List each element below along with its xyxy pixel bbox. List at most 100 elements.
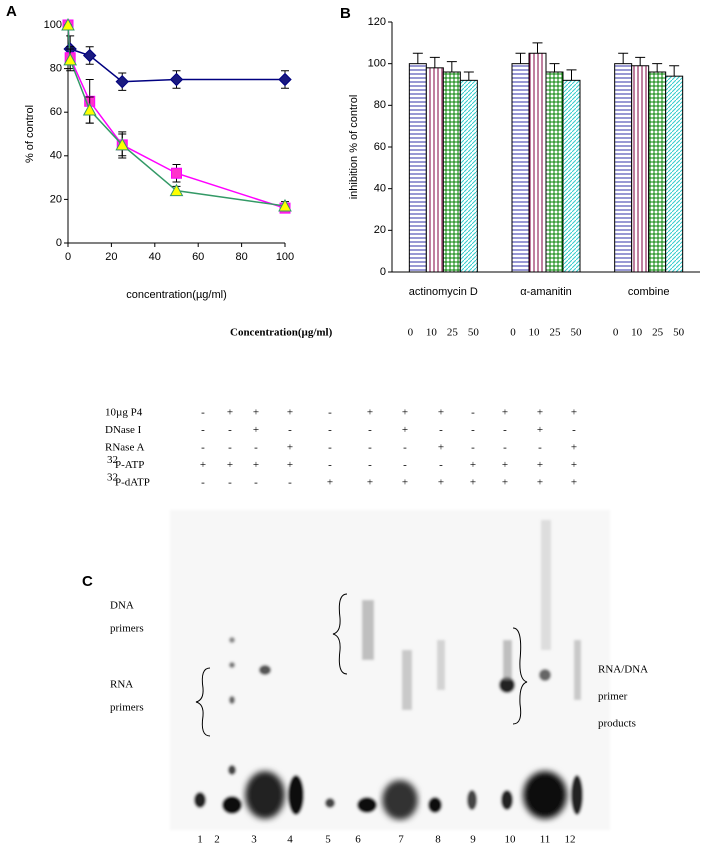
legend-entry: 50 (673, 327, 685, 339)
band (467, 790, 477, 810)
condition: + (327, 477, 333, 489)
condition: + (502, 477, 508, 489)
error-bar (549, 63, 560, 72)
marker (169, 183, 184, 197)
condition: - (471, 424, 475, 436)
brace (332, 593, 348, 675)
condition: + (287, 459, 293, 471)
condition: - (538, 442, 542, 454)
band (259, 665, 271, 675)
marker (278, 72, 292, 87)
band (288, 775, 304, 815)
isotope: 32 (107, 472, 118, 484)
x-axis-label: concentration(µg/ml) (126, 289, 227, 301)
condition: - (288, 477, 292, 489)
lane-number: 12 (565, 834, 576, 846)
bar (665, 75, 684, 273)
bar (648, 71, 667, 273)
condition: + (367, 477, 373, 489)
legend-entry: 10 (631, 327, 643, 339)
condition: - (403, 459, 407, 471)
condition: + (287, 442, 293, 454)
row-label: P-ATP (115, 459, 144, 471)
lane-number: 1 (197, 834, 203, 846)
condition: + (253, 407, 259, 419)
lane-number: 6 (355, 834, 361, 846)
bar (562, 79, 581, 273)
condition: - (572, 424, 576, 436)
brace (512, 627, 528, 725)
y-tick-label: 80 (50, 63, 62, 75)
band (245, 771, 285, 819)
marker (82, 102, 97, 116)
y-tick-label: 80 (374, 99, 386, 111)
condition: + (571, 407, 577, 419)
condition: - (288, 424, 292, 436)
error-bar (463, 71, 474, 81)
condition: + (253, 459, 259, 471)
row-label: RNase A (105, 442, 144, 454)
condition: - (328, 424, 332, 436)
condition: - (201, 424, 205, 436)
y-tick-label: 120 (368, 16, 386, 28)
condition: - (503, 424, 507, 436)
condition: + (537, 407, 543, 419)
band (501, 790, 513, 810)
condition: + (571, 477, 577, 489)
condition: - (439, 424, 443, 436)
lane-number: 2 (214, 834, 220, 846)
x-tick-label: α-amanitin (520, 286, 572, 298)
condition: + (537, 424, 543, 436)
row-label: DNase I (105, 424, 142, 436)
legend-entry: 25 (550, 327, 562, 339)
condition: + (438, 407, 444, 419)
panel-label: A (6, 3, 17, 20)
band (382, 780, 418, 820)
condition: - (228, 424, 232, 436)
bar (631, 65, 650, 273)
band (499, 677, 515, 693)
band (539, 669, 551, 681)
x-tick-label: combine (628, 286, 670, 298)
bar (425, 67, 444, 273)
condition: - (254, 477, 258, 489)
condition: - (228, 477, 232, 489)
lane-number: 7 (398, 834, 404, 846)
marker (171, 167, 182, 179)
lane-number: 11 (540, 834, 551, 846)
legend-entry: 0 (613, 327, 619, 339)
row-label: P-dATP (115, 477, 150, 489)
error-bar (618, 52, 629, 64)
band (428, 797, 442, 813)
annotation: primers (110, 623, 144, 635)
condition: + (402, 424, 408, 436)
condition: + (537, 477, 543, 489)
lane-number: 4 (287, 834, 293, 846)
marker (278, 198, 292, 212)
condition: + (287, 407, 293, 419)
legend-entry: 50 (468, 327, 480, 339)
legend-entry: 25 (652, 327, 664, 339)
error-bar (515, 52, 526, 64)
condition: + (502, 407, 508, 419)
condition: - (228, 442, 232, 454)
ladder (574, 640, 581, 700)
bar (545, 71, 564, 273)
panel-label: C (82, 573, 93, 590)
y-tick-label: 0 (380, 266, 386, 278)
condition: + (200, 459, 206, 471)
x-tick-label: 60 (192, 251, 204, 263)
condition: - (328, 442, 332, 454)
error-bar (652, 63, 663, 72)
band (523, 771, 567, 819)
band (357, 797, 377, 813)
y-tick-label: 40 (374, 183, 386, 195)
error-bar (446, 61, 457, 72)
condition: + (537, 459, 543, 471)
y-tick-label: 20 (50, 193, 62, 205)
y-tick-label: 100 (44, 19, 62, 31)
bar (528, 52, 547, 273)
lane-number: 8 (435, 834, 441, 846)
isotope: 32 (107, 454, 118, 466)
